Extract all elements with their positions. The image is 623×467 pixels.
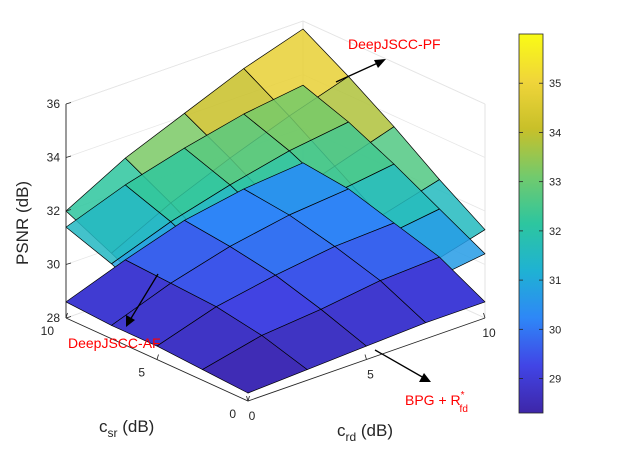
z-gridline-36 <box>65 20 486 105</box>
z-tick-mark <box>65 262 72 265</box>
z-tick-label: 30 <box>47 258 61 272</box>
y-axis-label: csr (dB) <box>99 417 154 440</box>
z-axis-label: PSNR (dB) <box>13 181 32 265</box>
annotation-deepjscc-pf-arrowhead <box>374 59 386 68</box>
z-tick-mark <box>65 155 72 158</box>
annotation-deepjscc-pf-text: DeepJSCC-PF <box>348 36 441 52</box>
z-tick-mark <box>65 209 72 212</box>
annotation-bpg-arrowhead <box>419 373 431 382</box>
z-tick-label: 36 <box>47 97 61 111</box>
annotation-deepjscc-pf-arrow <box>335 61 381 83</box>
y-tick-mark <box>65 312 68 319</box>
z-tick-label: 34 <box>47 151 61 165</box>
surface-layers <box>65 28 486 394</box>
z-tick-label: 32 <box>47 204 61 218</box>
annotation-bpg-arrow <box>374 349 425 379</box>
z-tick-label: 28 <box>47 311 61 325</box>
x-tick-label: 5 <box>367 368 374 382</box>
annotation-bpg-text: BPG + R* fd <box>405 390 468 415</box>
x-tick-label: 0 <box>249 409 256 423</box>
colorbar-tick-label: 29 <box>549 374 561 386</box>
colorbar: 29 30 31 32 33 34 35 <box>518 33 561 414</box>
colorbar-tick-label: 35 <box>549 78 561 90</box>
x-tick-mark <box>246 395 249 402</box>
annotation-deepjscc-af: DeepJSCC-AF <box>68 273 161 351</box>
x-tick-mark <box>483 312 486 319</box>
surface-bpg-r-fd <box>65 162 486 394</box>
y-tick-label: 0 <box>229 407 236 421</box>
y-tick-mark <box>247 395 250 402</box>
x-axis-label: crd (dB) <box>337 421 393 444</box>
x-tick-label: 10 <box>482 326 496 340</box>
colorbar-ticks: 29 30 31 32 33 34 35 <box>519 78 561 386</box>
colorbar-tick-label: 31 <box>549 275 561 287</box>
y-tick-label: 5 <box>138 366 145 380</box>
annotation-bpg: BPG + R* fd <box>374 349 468 415</box>
z-tick-mark <box>65 102 72 105</box>
colorbar-tick-label: 32 <box>549 226 561 238</box>
colorbar-tick-label: 34 <box>549 127 561 139</box>
y-tick-mark <box>156 354 159 360</box>
z-tick-mark <box>65 316 72 319</box>
annotation-deepjscc-af-arrow <box>129 273 159 321</box>
annotation-deepjscc-pf: DeepJSCC-PF <box>335 36 441 83</box>
surface-patch <box>379 256 486 324</box>
annotation-deepjscc-af-arrowhead <box>126 315 135 327</box>
x-tick-mark <box>364 354 367 360</box>
axis-ticks: 28 30 32 34 36 0 5 10 0 5 10 <box>41 97 496 423</box>
colorbar-tick-label: 33 <box>549 177 561 189</box>
colorbar-tick-label: 30 <box>549 324 561 336</box>
annotation-deepjscc-af-text: DeepJSCC-AF <box>68 335 161 351</box>
colorbar-gradient <box>518 33 544 414</box>
y-tick-label: 10 <box>41 324 55 338</box>
